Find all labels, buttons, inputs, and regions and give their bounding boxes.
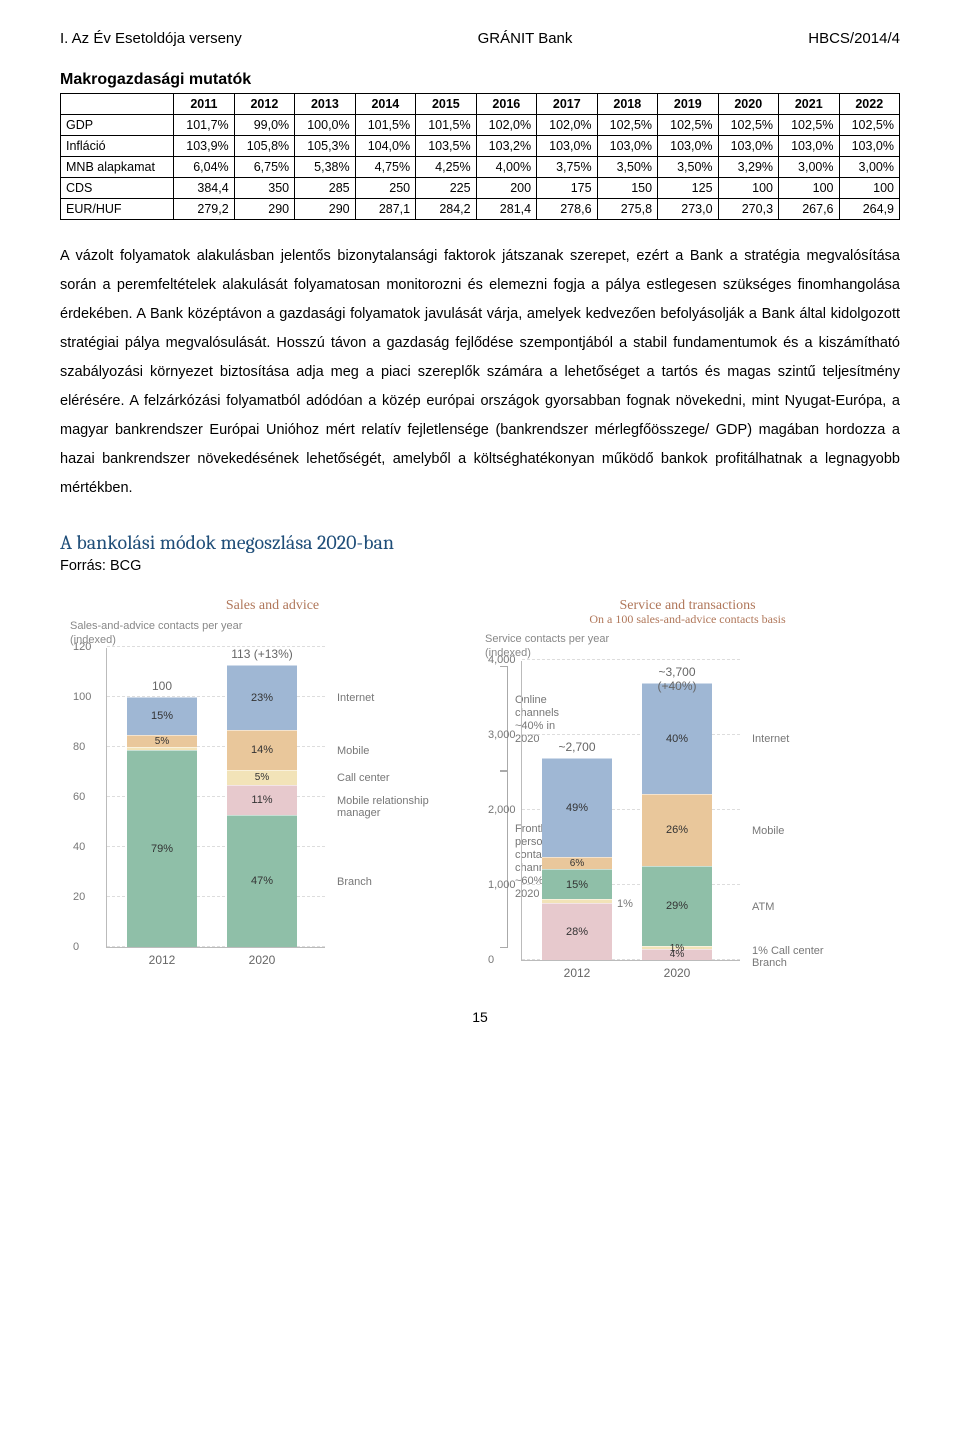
bar-segment-internet: 49% [542, 758, 612, 857]
bar-segment-atm: 29% [642, 866, 712, 946]
bar-segment-mrm: 11% [227, 785, 297, 815]
year-header: 2020 [718, 94, 778, 115]
bar-segment-branch: 79% [127, 750, 197, 948]
bar-segment-internet: 40% [642, 683, 712, 794]
year-header: 2014 [355, 94, 415, 115]
bar-segment-mobile: 26% [642, 794, 712, 866]
year-header: 2017 [537, 94, 597, 115]
bar-segment-mobile: 6% [542, 857, 612, 869]
header-left: I. Az Év Esetoldója verseny [60, 30, 242, 47]
year-header: 2021 [779, 94, 839, 115]
page-number: 15 [60, 1009, 900, 1025]
body-paragraph: A vázolt folyamatok alakulásban jelentős… [60, 242, 900, 503]
page-header: I. Az Év Esetoldója verseny GRÁNIT Bank … [60, 30, 900, 47]
chart-title-left: Sales and advice [70, 598, 475, 614]
header-right: HBCS/2014/4 [808, 30, 900, 47]
chart-title-right-l2: On a 100 sales-and-advice contacts basis [485, 612, 890, 627]
header-center: GRÁNIT Bank [478, 30, 573, 47]
bar-segment-atm: 15% [542, 869, 612, 899]
chart-sales-advice: Sales and advice Sales-and-advice contac… [70, 598, 475, 961]
chart-sub2-right: (indexed) [485, 647, 890, 659]
table-row: EUR/HUF279,2290290287,1284,2281,4278,627… [61, 199, 900, 220]
year-header: 2015 [416, 94, 476, 115]
bar-segment-internet: 23% [227, 665, 297, 730]
year-header: 2019 [658, 94, 718, 115]
table-row: GDP101,7%99,0%100,0%101,5%101,5%102,0%10… [61, 115, 900, 136]
bar-segment-mobile: 14% [227, 730, 297, 770]
bar-segment-branch: 28% [542, 903, 612, 960]
section-heading: A bankolási módok megoszlása 2020-ban [60, 531, 900, 554]
bar-segment-callcenter: 5% [227, 770, 297, 785]
chart-service-trans: Service and transactions On a 100 sales-… [485, 598, 890, 961]
bar-segment-mobile: 5% [127, 735, 197, 748]
chart-sub1-left: Sales-and-advice contacts per year [70, 620, 475, 632]
table-row: MNB alapkamat6,04%6,75%5,38%4,75%4,25%4,… [61, 157, 900, 178]
macro-table: 2011201220132014201520162017201820192020… [60, 93, 900, 220]
bar-segment-branch: 47% [227, 815, 297, 948]
bar-segment-branch: 4% [642, 949, 712, 960]
chart-sub2-left: (indexed) [70, 634, 475, 646]
year-header: 2022 [839, 94, 900, 115]
source-line: Forrás: BCG [60, 558, 900, 574]
year-header: 2012 [234, 94, 294, 115]
table-row: Infláció103,9%105,8%105,3%104,0%103,5%10… [61, 136, 900, 157]
year-header: 2018 [597, 94, 657, 115]
year-header: 2013 [295, 94, 355, 115]
charts-container: Sales and advice Sales-and-advice contac… [60, 588, 900, 969]
macro-title: Makrogazdasági mutatók [60, 71, 900, 89]
table-row: CDS384,435028525022520017515012510010010… [61, 178, 900, 199]
chart-sub1-right: Service contacts per year [485, 633, 890, 645]
year-header: 2011 [174, 94, 234, 115]
year-header: 2016 [476, 94, 536, 115]
bar-segment-internet: 15% [127, 697, 197, 735]
